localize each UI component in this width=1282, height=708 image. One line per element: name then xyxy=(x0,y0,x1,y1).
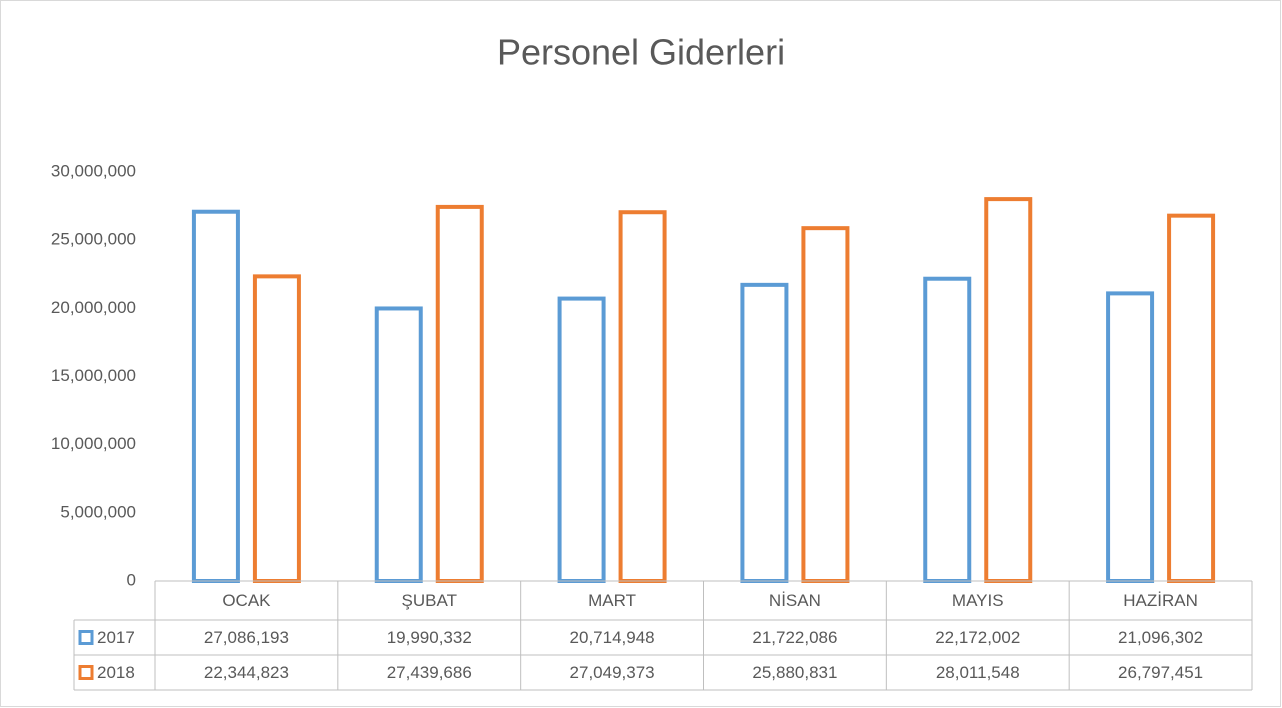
bar xyxy=(984,197,1033,583)
table-value: 21,722,086 xyxy=(752,628,837,647)
table-value: 22,172,002 xyxy=(935,628,1020,647)
bar xyxy=(801,226,850,584)
y-tick-label: 30,000,000 xyxy=(51,161,136,180)
y-tick-label: 20,000,000 xyxy=(51,298,136,317)
bar xyxy=(374,306,423,583)
chart-title: Personel Giderleri xyxy=(497,32,785,73)
table-value: 21,096,302 xyxy=(1118,628,1203,647)
table-value: 28,011,548 xyxy=(936,663,1020,682)
x-tick-label: ŞUBAT xyxy=(402,591,457,610)
y-tick-label: 15,000,000 xyxy=(51,366,136,385)
bar xyxy=(1167,213,1216,584)
y-tick-label: 10,000,000 xyxy=(51,434,136,453)
table-value: 27,049,373 xyxy=(570,663,655,682)
bar xyxy=(1106,291,1155,583)
table-value: 19,990,332 xyxy=(387,628,472,647)
legend-marker xyxy=(78,665,94,680)
table-value: 25,880,831 xyxy=(752,663,837,682)
table-value: 26,797,451 xyxy=(1118,663,1203,682)
bar xyxy=(557,296,606,583)
bar xyxy=(435,204,484,583)
legend-label: 2017 xyxy=(97,628,135,647)
x-tick-label: OCAK xyxy=(222,591,271,610)
x-tick-label: MAYIS xyxy=(952,591,1004,610)
bar xyxy=(923,276,972,583)
bar xyxy=(740,282,789,583)
table-value: 27,439,686 xyxy=(387,663,472,682)
bar xyxy=(618,210,667,584)
bar xyxy=(252,274,301,583)
y-tick-label: 25,000,000 xyxy=(51,230,136,249)
x-tick-label: MART xyxy=(588,591,636,610)
table-value: 22,344,823 xyxy=(204,663,289,682)
table-value: 20,714,948 xyxy=(570,628,655,647)
y-tick-label: 5,000,000 xyxy=(60,502,136,521)
x-tick-label: NİSAN xyxy=(769,591,821,610)
x-tick-label: HAZİRAN xyxy=(1123,591,1198,610)
bar xyxy=(191,209,240,583)
legend-marker xyxy=(78,630,94,645)
legend-label: 2018 xyxy=(97,663,135,682)
y-tick-label: 0 xyxy=(127,570,136,589)
table-value: 27,086,193 xyxy=(204,628,289,647)
